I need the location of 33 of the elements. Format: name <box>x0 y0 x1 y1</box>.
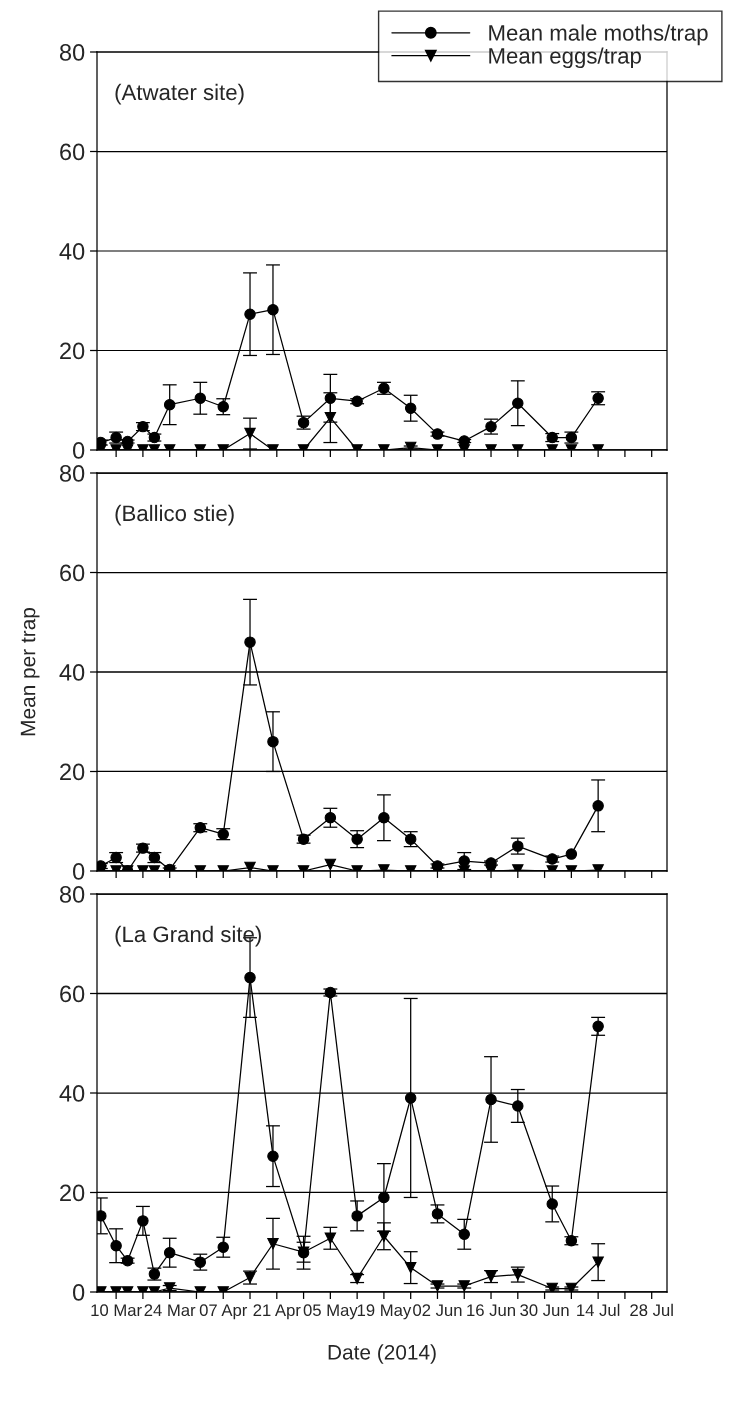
y-tick-label: 0 <box>72 442 85 459</box>
x-tick-label: 02 Jun <box>413 1304 462 1317</box>
annotation: (La Grand site) <box>115 925 261 947</box>
x-tick-label: 24 Mar <box>144 1304 196 1317</box>
x-tick-label: 14 Jul <box>577 1303 620 1317</box>
y-tick-label: 40 <box>59 243 85 260</box>
y-tick-label: 60 <box>60 143 85 161</box>
y-tick-label: 60 <box>60 564 85 582</box>
annotation: (Ballico stie) <box>115 504 234 526</box>
y-tick-label: 60 <box>60 985 85 1003</box>
legend-label: Mean eggs/trap <box>489 47 641 69</box>
y-tick-label: 20 <box>60 342 85 360</box>
y-tick-label: 80 <box>59 44 85 61</box>
y-tick-label: 80 <box>59 886 85 903</box>
y-tick-label: 0 <box>72 863 85 880</box>
y-tick-label: 40 <box>59 1085 85 1102</box>
y-axis-title: Mean per trap <box>20 608 40 736</box>
y-tick-label: 20 <box>60 1184 85 1202</box>
y-tick-label: 0 <box>72 1284 85 1301</box>
x-tick-label: 05 May <box>303 1304 358 1320</box>
y-tick-label: 40 <box>59 664 85 681</box>
x-tick-label: 10 Mar <box>91 1304 142 1317</box>
legend-label: Mean male moths/trap <box>489 24 708 46</box>
x-axis-title: Date (2014) <box>328 1344 436 1364</box>
x-tick-label: 16 Jun <box>467 1304 515 1317</box>
x-tick-label: 28 Jul <box>630 1303 673 1317</box>
x-tick-label: 07 Apr <box>199 1304 248 1320</box>
x-tick-label: 19 May <box>357 1304 412 1320</box>
y-tick-label: 80 <box>59 465 85 482</box>
annotation: (Atwater site) <box>115 83 244 105</box>
y-tick-label: 20 <box>60 763 85 781</box>
x-tick-label: 30 Jun <box>520 1304 569 1317</box>
x-tick-label: 21 Apr <box>253 1304 301 1320</box>
